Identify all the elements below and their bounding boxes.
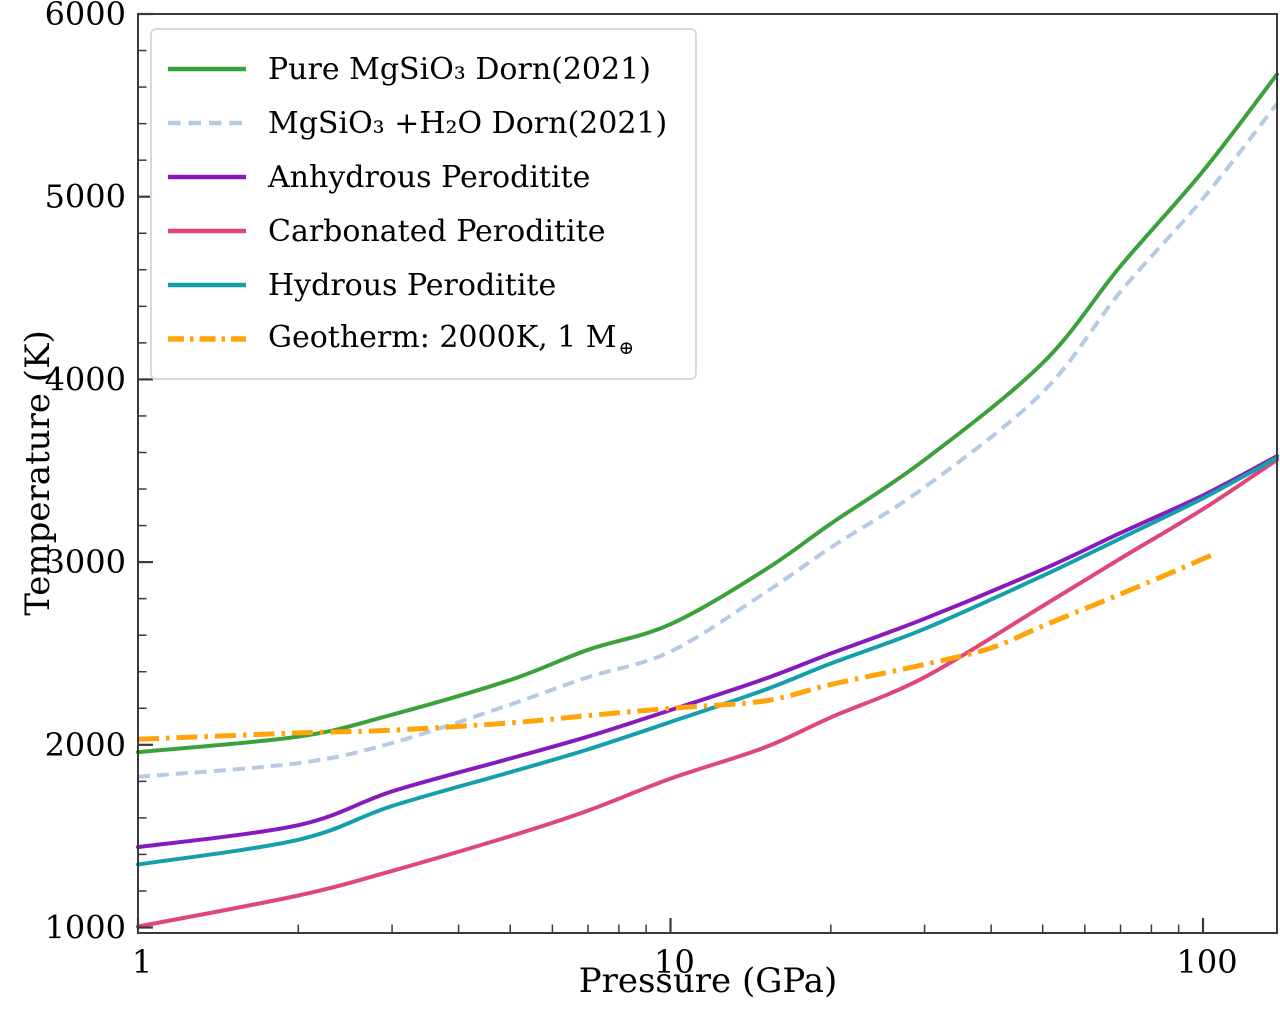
legend-label-carbonated-peroditite: Carbonated Peroditite (268, 213, 606, 249)
legend-item-carbonated-peroditite: Carbonated Peroditite (168, 204, 667, 258)
curve-pure-mgsio3 (136, 72, 1279, 755)
legend-swatch-geotherm (168, 336, 246, 342)
legend-item-hydrous-peroditite: Hydrous Peroditite (168, 258, 667, 312)
legend-label-mgsio3-h2o: MgSiO₃ +H₂O Dorn(2021) (268, 105, 668, 141)
legend-label-geotherm: Geotherm: 2000K, 1 M ⊕ (268, 319, 635, 359)
y-tick-label: 5000 (45, 178, 126, 216)
curve-anhydrous-peroditite (136, 454, 1279, 850)
curve-hydrous-peroditite (136, 455, 1279, 867)
legend-swatch-carbonated-peroditite (168, 228, 246, 234)
legend-label-hydrous-peroditite: Hydrous Peroditite (268, 267, 557, 303)
legend-swatch-pure-mgsio3 (168, 66, 246, 72)
earth-mass-symbol: ⊕ (618, 337, 635, 359)
x-tick-label: 1 (132, 943, 152, 981)
legend-item-anhydrous-peroditite: Anhydrous Peroditite (168, 150, 667, 204)
y-tick-label: 4000 (45, 360, 126, 398)
legend-label-pure-mgsio3: Pure MgSiO₃ Dorn(2021) (268, 51, 651, 87)
legend-swatch-hydrous-peroditite (168, 282, 246, 288)
legend-item-mgsio3-h2o: MgSiO₃ +H₂O Dorn(2021) (168, 96, 667, 150)
legend-label-anhydrous-peroditite: Anhydrous Peroditite (268, 159, 591, 195)
legend-item-pure-mgsio3: Pure MgSiO₃ Dorn(2021) (168, 42, 667, 96)
y-tick-label: 6000 (45, 0, 126, 33)
curve-mgsio3-h2o (137, 102, 1279, 779)
x-tick-label: 10 (654, 943, 695, 981)
legend-swatch-anhydrous-peroditite (168, 174, 246, 180)
legend: Pure MgSiO₃ Dorn(2021) MgSiO₃ +H₂O Dorn(2… (150, 28, 698, 380)
legend-item-geotherm: Geotherm: 2000K, 1 M ⊕ (168, 312, 667, 366)
x-axis-title: Pressure (GPa) (578, 961, 838, 1001)
y-tick-label: 2000 (45, 726, 126, 764)
legend-swatch-mgsio3-h2o (168, 120, 246, 126)
y-axis-title: Temperature (K) (18, 330, 58, 616)
plot-frame (137, 13, 1278, 934)
curve-geotherm (137, 550, 1218, 742)
y-tick-label: 3000 (45, 543, 126, 581)
curve-carbonated-peroditite (136, 457, 1279, 929)
x-tick-label: 100 (1176, 943, 1237, 981)
y-tick-label: 1000 (45, 909, 126, 947)
